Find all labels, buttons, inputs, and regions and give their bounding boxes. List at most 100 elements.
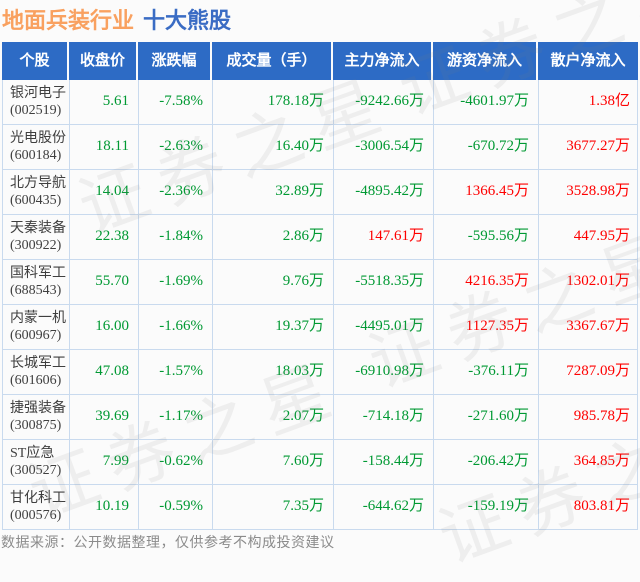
volume: 18.03万 [213,350,334,394]
hotmoney-net-inflow: -206.42万 [434,440,539,484]
stock-name: 国科军工 [10,266,66,281]
stock-name: 银河电子 [10,86,66,101]
volume: 178.18万 [213,80,334,124]
stock-code: (002519) [10,103,62,118]
retail-net-inflow: 3367.67万 [566,318,630,334]
retail-net-inflow: 364.85万 [573,453,630,469]
col-header-change: 涨跌幅 [138,42,212,80]
stocks-table: 个股 收盘价 涨跌幅 成交量（手） 主力净流入 游资净流入 散户净流入 银河电子… [2,42,638,530]
change-pct: -7.58% [139,80,213,124]
hotmoney-net-inflow: -670.72万 [434,125,539,169]
main-net-inflow: -158.44万 [334,440,434,484]
retail-net-inflow: 7287.09万 [566,363,630,379]
close-price: 14.04 [70,170,139,214]
table-row: 内蒙一机 (600967) 16.00 -1.66% 19.37万 -4495.… [3,305,637,350]
stock-cell: 天秦装备 (300922) [3,215,70,259]
main-net-inflow: -4895.42万 [334,170,434,214]
retail-net-inflow: 3677.27万 [566,138,630,154]
volume: 9.76万 [213,260,334,304]
stock-cell: ST应急 (300527) [3,440,70,484]
main-net-inflow: 147.61万 [334,215,434,259]
table-row: 光电股份 (600184) 18.11 -2.63% 16.40万 -3006.… [3,125,637,170]
table-row: ST应急 (300527) 7.99 -0.62% 7.60万 -158.44万… [3,440,637,485]
hotmoney-net-inflow: 4216.35万 [434,260,539,304]
change-pct: -2.36% [139,170,213,214]
close-price: 39.69 [70,395,139,439]
title-suffix: 十大熊股 [143,8,232,33]
retail-net-inflow: 985.78万 [573,408,630,424]
close-price: 22.38 [70,215,139,259]
stock-code: (000576) [10,508,62,523]
main-net-inflow: -6910.98万 [334,350,434,394]
table-row: 长城军工 (601606) 47.08 -1.57% 18.03万 -6910.… [3,350,637,395]
stock-name: 内蒙一机 [10,311,66,326]
table-row: 银河电子 (002519) 5.61 -7.58% 178.18万 -9242.… [3,80,637,125]
volume: 16.40万 [213,125,334,169]
close-price: 10.19 [70,485,139,529]
change-pct: -1.66% [139,305,213,349]
volume: 7.35万 [213,485,334,529]
stock-code: (600184) [10,148,62,163]
title-industry: 地面兵装行业 [2,8,135,33]
change-pct: -1.17% [139,395,213,439]
main-net-inflow: -714.18万 [334,395,434,439]
main-net-inflow: -3006.54万 [334,125,434,169]
hotmoney-net-inflow: -376.11万 [434,350,539,394]
page-title: 地面兵装行业 十大熊股 [0,0,640,35]
table-row: 国科军工 (688543) 55.70 -1.69% 9.76万 -5518.3… [3,260,637,305]
stock-code: (601606) [10,373,62,388]
col-header-stock: 个股 [2,42,69,80]
volume: 2.86万 [213,215,334,259]
main-net-inflow: -4495.01万 [334,305,434,349]
stock-name: 光电股份 [10,131,66,146]
close-price: 7.99 [70,440,139,484]
change-pct: -1.69% [139,260,213,304]
stock-name: ST应急 [10,446,55,461]
table-body: 银河电子 (002519) 5.61 -7.58% 178.18万 -9242.… [2,80,638,530]
table-row: 捷强装备 (300875) 39.69 -1.17% 2.07万 -714.18… [3,395,637,440]
retail-net-inflow: 1.38亿 [588,93,630,109]
stock-cell: 国科军工 (688543) [3,260,70,304]
main-net-inflow: -9242.66万 [334,80,434,124]
retail-net-inflow: 803.81万 [573,498,630,514]
stock-name: 捷强装备 [10,401,66,416]
main-net-inflow: -644.62万 [334,485,434,529]
stock-code: (300875) [10,418,62,433]
main-net-inflow: -5518.35万 [334,260,434,304]
stock-cell: 北方导航 (600435) [3,170,70,214]
hotmoney-net-inflow: 1366.45万 [434,170,539,214]
stock-code: (600435) [10,193,62,208]
hotmoney-net-inflow: -4601.97万 [434,80,539,124]
data-source-note: 数据来源：公开数据整理，仅供参考不构成投资建议 [1,534,335,550]
stock-cell: 光电股份 (600184) [3,125,70,169]
close-price: 18.11 [70,125,139,169]
volume: 32.89万 [213,170,334,214]
volume: 7.60万 [213,440,334,484]
close-price: 16.00 [70,305,139,349]
retail-net-inflow: 447.95万 [573,228,630,244]
stock-code: (600967) [10,328,62,343]
col-header-main-inflow: 主力净流入 [333,42,433,80]
stock-cell: 银河电子 (002519) [3,80,70,124]
close-price: 55.70 [70,260,139,304]
change-pct: -1.84% [139,215,213,259]
volume: 19.37万 [213,305,334,349]
stock-code: (688543) [10,283,62,298]
stock-cell: 甘化科工 (000576) [3,485,70,529]
change-pct: -0.59% [139,485,213,529]
col-header-volume: 成交量（手） [212,42,333,80]
close-price: 5.61 [70,80,139,124]
change-pct: -2.63% [139,125,213,169]
retail-net-inflow: 3528.98万 [566,183,630,199]
stock-name: 天秦装备 [10,221,66,236]
hotmoney-net-inflow: -595.56万 [434,215,539,259]
table-row: 天秦装备 (300922) 22.38 -1.84% 2.86万 147.61万… [3,215,637,260]
stock-name: 北方导航 [10,176,66,191]
table-row: 甘化科工 (000576) 10.19 -0.59% 7.35万 -644.62… [3,485,637,530]
stock-code: (300527) [10,463,62,478]
table-header-row: 个股 收盘价 涨跌幅 成交量（手） 主力净流入 游资净流入 散户净流入 [2,42,638,80]
change-pct: -0.62% [139,440,213,484]
stock-code: (300922) [10,238,62,253]
retail-net-inflow: 1302.01万 [566,273,630,289]
